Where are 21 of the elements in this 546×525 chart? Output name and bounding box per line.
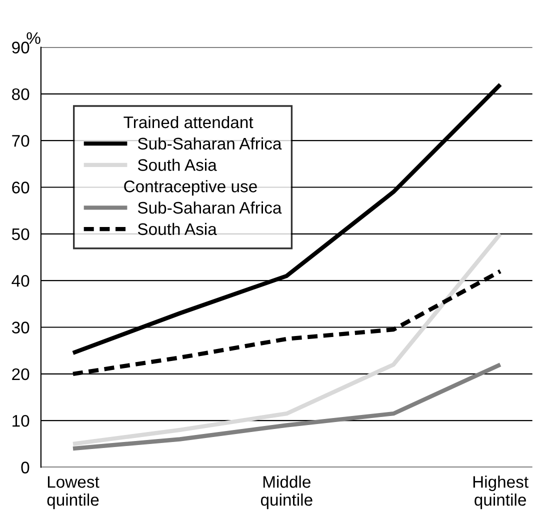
legend-label: South Asia [138,158,217,171]
x-tick-label: Middle quintile [260,476,312,510]
y-axis-title: % [26,32,40,44]
y-tick-label: 30 [12,322,30,334]
y-tick-label: 20 [12,368,30,380]
legend-label: Sub-Saharan Africa [138,137,282,150]
y-tick-label: 0 [21,462,30,474]
x-tick-label: Highest quintile [473,476,528,510]
x-tick-label: Lowest quintile [47,476,100,510]
y-tick-label: 80 [12,88,30,100]
y-tick-label: 10 [12,414,30,427]
y-tick-label: 50 [12,228,30,240]
y-tick-label: 40 [12,274,30,287]
line-series [70,362,502,451]
legend-label: Sub-Saharan Africa [138,201,282,214]
y-tick-label: 90 [12,42,30,54]
y-tick-label: 60 [12,182,30,194]
y-tick-label: 70 [12,134,30,147]
annotation: Contraceptive use [124,180,257,196]
legend-title: Trained attendant [124,116,254,128]
legend-label: South Asia [138,222,217,236]
